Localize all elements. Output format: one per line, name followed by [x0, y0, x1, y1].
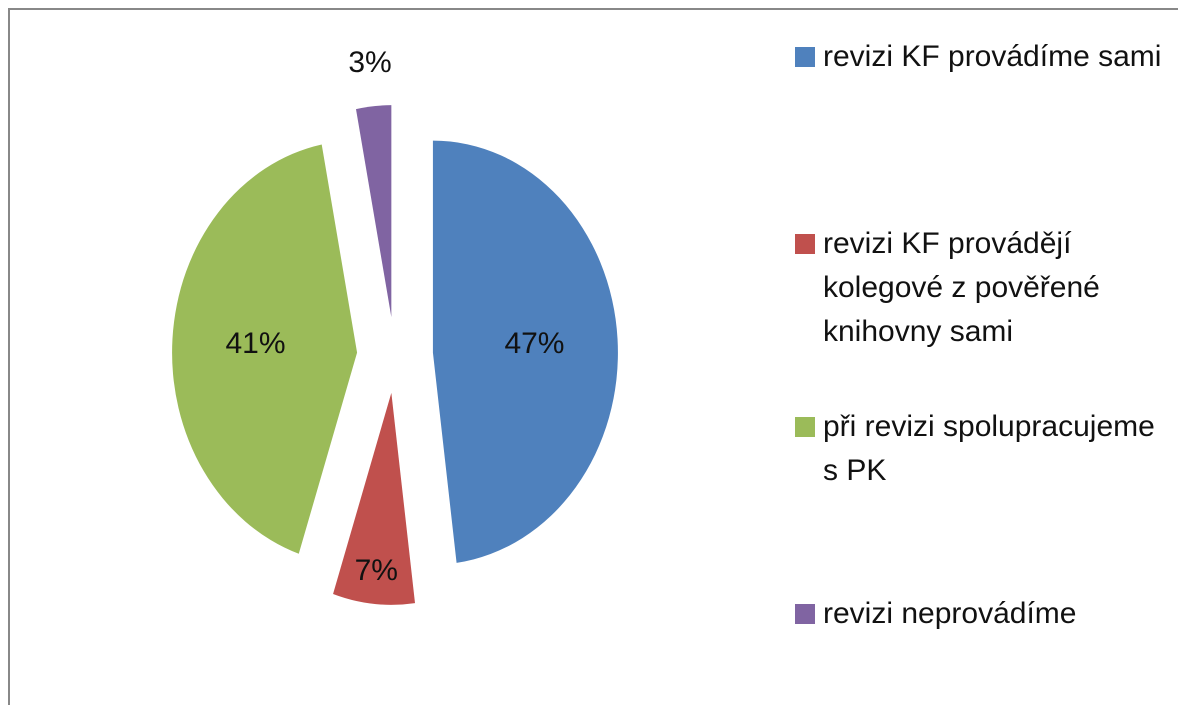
legend-swatch: [795, 234, 815, 254]
pie-slice: [432, 140, 618, 563]
frame: [8, 8, 1178, 705]
pie-slice: [355, 105, 392, 318]
legend-swatch: [795, 417, 815, 437]
legend-label: revizi KF provádíme sami: [823, 40, 1162, 73]
legend-label: revizi KF provádějí kolegové z pověřené …: [823, 227, 1100, 348]
legend-entry: revizi KF provádějí kolegové z pověřené …: [795, 222, 1165, 354]
legend-entry: při revizi spolupracujeme s PK: [795, 405, 1165, 493]
pie-slice: [172, 144, 358, 554]
legend-swatch: [795, 604, 815, 624]
legend-entry: revizi KF provádíme sami: [795, 35, 1165, 79]
data-label: 47%: [504, 327, 564, 360]
legend-entry: revizi neprovádíme: [795, 592, 1165, 636]
pie-slice: [333, 392, 416, 605]
legend-label: při revizi spolupracujeme s PK: [823, 410, 1155, 487]
legend-swatch: [795, 47, 815, 67]
legend-label: revizi neprovádíme: [823, 597, 1077, 630]
data-label: 41%: [226, 327, 286, 360]
data-label: 7%: [355, 554, 398, 587]
data-label: 3%: [348, 46, 391, 79]
